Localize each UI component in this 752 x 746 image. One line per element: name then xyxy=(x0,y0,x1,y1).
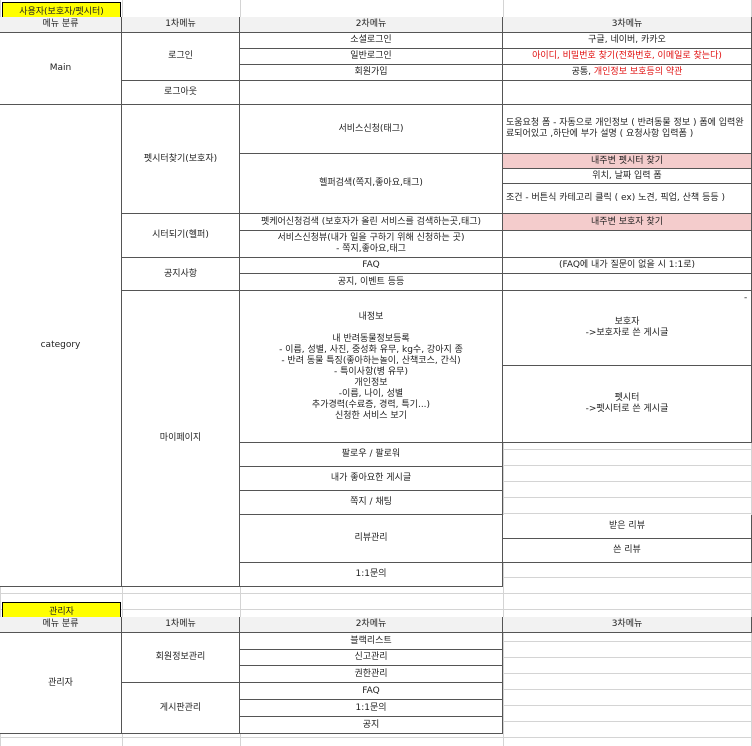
social-login-providers: 구글, 네이버, 카카오 xyxy=(503,33,752,49)
header-third-menu: 3차메뉴 xyxy=(503,17,752,33)
header-second-menu: 2차메뉴 xyxy=(240,17,503,33)
submenu-my-info: 내정보 내 반려동물정보등록 - 이름, 성별, 사진, 중성화 유무, kg수… xyxy=(240,291,503,443)
faq-note: (FAQ에 내가 질문이 없을 시 1:1로) xyxy=(503,258,752,274)
menu-mypage: 마이페이지 xyxy=(122,291,240,587)
submenu-admin-one-on-one: 1:1문의 xyxy=(240,700,503,717)
header-menu-category: 메뉴 분류 xyxy=(0,17,122,33)
received-reviews: 받은 리뷰 xyxy=(503,515,752,539)
user-section-title: 사용자(보호자/펫시터) xyxy=(2,2,121,18)
guardian-posts: 보호자 ->보호자로 쓴 게시글 xyxy=(503,291,752,366)
signup-note-terms: 개인정보 보호등의 약관 xyxy=(593,67,683,77)
admin-header-first-menu: 1차메뉴 xyxy=(122,617,240,633)
menu-logout: 로그아웃 xyxy=(122,81,240,105)
submenu-admin-notice: 공지 xyxy=(240,717,503,734)
submenu-liked-posts: 내가 좋아요한 게시글 xyxy=(240,467,503,491)
submenu-helper-search: 헬퍼검색(쪽지,좋아요,태그) xyxy=(240,154,503,214)
gridline xyxy=(0,737,752,738)
submenu-blacklist: 블랙리스트 xyxy=(240,633,503,650)
sitter-posts: 펫시터 ->펫시터로 쓴 게시글 xyxy=(503,366,752,443)
signup-note-common: 공통, xyxy=(571,67,594,77)
general-login-note: 아이디, 비밀번호 찾기(전화번호, 이메일로 찾는다) xyxy=(503,49,752,65)
submenu-messages: 쪽지 / 채팅 xyxy=(240,491,503,515)
empty-cell xyxy=(503,81,752,105)
submenu-follow: 팔로우 / 팔로워 xyxy=(240,443,503,467)
submenu-one-on-one: 1:1문의 xyxy=(240,563,503,587)
submenu-service-request: 서비스신청(태그) xyxy=(240,105,503,154)
condition-filter-note: 조건 - 버튼식 카테고리 클릭 ( ex) 노견, 픽업, 산책 등등 ) xyxy=(503,184,752,214)
category-admin: 관리자 xyxy=(0,633,122,734)
header-first-menu: 1차메뉴 xyxy=(122,17,240,33)
admin-header-second-menu: 2차메뉴 xyxy=(240,617,503,633)
empty-cell xyxy=(503,231,752,258)
submenu-social-login: 소셜로그인 xyxy=(240,33,503,49)
location-date-form: 위치, 날짜 입력 폼 xyxy=(503,169,752,184)
service-request-note: 도움요청 폼 - 자동으로 개인정보 ( 반려동물 정보 ) 폼에 입력완료되어… xyxy=(503,105,752,154)
empty-cell xyxy=(240,81,503,105)
admin-section-title: 관리자 xyxy=(2,602,121,618)
admin-header-menu-category: 메뉴 분류 xyxy=(0,617,122,633)
menu-notice: 공지사항 xyxy=(122,258,240,291)
menu-become-sitter: 시터되기(헬퍼) xyxy=(122,214,240,258)
stray-mark: - xyxy=(744,293,748,303)
submenu-petcare-search: 펫케어신청검색 (보호자가 올린 서비스를 검색하는곳,태그) xyxy=(240,214,503,231)
menu-board-mgmt: 게시판관리 xyxy=(122,683,240,734)
submenu-review-mgmt: 리뷰관리 xyxy=(240,515,503,563)
admin-header-third-menu: 3차메뉴 xyxy=(503,617,752,633)
category-main: Main xyxy=(0,33,122,105)
menu-login: 로그인 xyxy=(122,33,240,81)
nearby-sitter-find: 내주변 펫시터 찾기 xyxy=(503,154,752,169)
submenu-general-login: 일반로그인 xyxy=(240,49,503,65)
submenu-admin-faq: FAQ xyxy=(240,683,503,700)
submenu-permission-mgmt: 권한관리 xyxy=(240,666,503,683)
category-category: category xyxy=(0,105,122,587)
written-reviews: 쓴 리뷰 xyxy=(503,539,752,563)
nearby-guardian-find: 내주변 보호자 찾기 xyxy=(503,214,752,231)
menu-member-mgmt: 회원정보관리 xyxy=(122,633,240,683)
submenu-service-view: 서비스신청뷰(내가 일을 구하기 위해 신청하는 곳) - 쪽지,좋아요,태그 xyxy=(240,231,503,258)
empty-cell xyxy=(503,274,752,291)
submenu-signup: 회원가입 xyxy=(240,65,503,81)
submenu-faq: FAQ xyxy=(240,258,503,274)
signup-note-text: 공통, 개인정보 보호등의 약관 xyxy=(572,67,683,78)
menu-find-sitter: 펫시터찾기(보호자) xyxy=(122,105,240,214)
submenu-notice-events: 공지, 이벤트 등등 xyxy=(240,274,503,291)
signup-note: 공통, 개인정보 보호등의 약관 xyxy=(503,65,752,81)
gridline xyxy=(0,593,752,594)
submenu-report-mgmt: 신고관리 xyxy=(240,650,503,666)
